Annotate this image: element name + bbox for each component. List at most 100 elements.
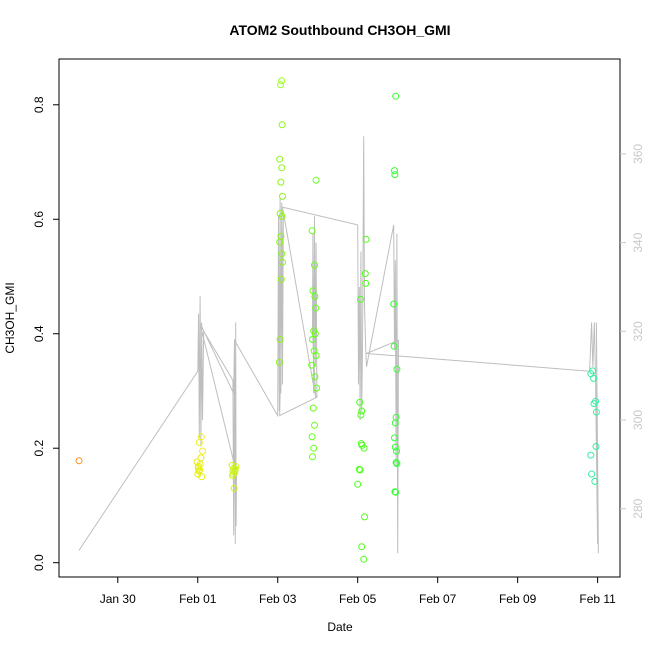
data-point <box>393 447 400 455</box>
data-point <box>391 171 399 179</box>
data-point <box>279 258 286 266</box>
y-tick-label: 0.8 <box>32 96 46 113</box>
data-point <box>588 470 596 478</box>
data-point <box>393 460 401 468</box>
data-point <box>358 407 366 415</box>
data-point <box>592 397 600 405</box>
data-point <box>312 352 320 359</box>
x-axis-label: Date <box>327 620 353 634</box>
data-point <box>199 447 206 455</box>
data-point <box>196 460 204 468</box>
y-tick-label: 0.0 <box>32 554 46 571</box>
data-point <box>276 155 284 163</box>
x-axis: Jan 30 Feb 01 Feb 03 Feb 05 Feb 07 Feb 09 Feb … <box>100 576 616 606</box>
y-axis-label: CH3OH_GMI <box>3 282 17 353</box>
y2-tick-label: 280 <box>631 498 645 518</box>
data-point <box>592 443 600 450</box>
data-point <box>311 330 319 338</box>
data-point <box>311 261 318 269</box>
data-point <box>309 404 317 412</box>
data-point <box>357 411 365 419</box>
data-point <box>356 466 364 474</box>
x-tick-label: Feb 07 <box>419 592 457 606</box>
x-tick-label: Feb 05 <box>339 592 377 606</box>
data-point <box>393 365 401 373</box>
y-axis: 0.0 0.2 0.4 0.6 0.8 <box>32 96 59 571</box>
data-point <box>392 488 400 496</box>
x-tick-label: Jan 30 <box>100 592 136 606</box>
data-point <box>392 459 400 466</box>
data-point <box>75 457 83 465</box>
data-point <box>279 192 286 200</box>
data-point <box>391 167 398 175</box>
data-point <box>360 555 368 563</box>
chart-title: ATOM2 Southbound CH3OH_GMI <box>229 22 450 38</box>
data-point <box>354 480 362 488</box>
data-point <box>194 464 202 472</box>
data-point <box>278 121 286 129</box>
data-point <box>391 419 399 427</box>
data-point <box>197 433 205 441</box>
data-point <box>356 398 364 406</box>
data-point <box>312 304 320 312</box>
y2-tick-label: 360 <box>631 144 645 164</box>
data-point <box>592 408 600 416</box>
data-point <box>312 176 320 184</box>
data-point <box>311 373 319 381</box>
y2-axis: 280 300 320 340 360 <box>620 144 645 519</box>
overlay-series-line <box>78 136 599 554</box>
data-point <box>308 361 316 369</box>
data-point <box>277 81 284 89</box>
data-point <box>232 463 240 470</box>
overlay-line-layer <box>78 136 599 554</box>
data-point <box>309 453 316 461</box>
data-point <box>361 513 368 521</box>
data-point <box>390 342 398 350</box>
x-tick-label: Feb 09 <box>499 592 537 606</box>
data-point <box>360 444 368 452</box>
data-point <box>361 270 369 278</box>
data-point <box>308 433 316 441</box>
data-point <box>276 238 284 246</box>
data-point <box>362 279 370 287</box>
data-point <box>310 444 318 452</box>
x-tick-label: Feb 11 <box>579 592 616 606</box>
data-point <box>195 467 203 475</box>
data-point <box>392 92 400 100</box>
data-point <box>590 374 598 382</box>
data-point <box>357 295 364 303</box>
data-point <box>391 434 398 442</box>
data-point <box>277 178 285 186</box>
points-layer <box>75 77 600 563</box>
data-point <box>278 212 286 220</box>
data-point <box>198 473 206 481</box>
data-point <box>197 454 205 462</box>
data-point <box>391 488 399 496</box>
data-point <box>276 336 284 343</box>
data-point <box>311 293 319 300</box>
data-point <box>275 358 283 366</box>
data-point <box>313 384 320 392</box>
plot-area <box>58 58 621 578</box>
data-point <box>229 470 237 478</box>
y2-tick-label: 320 <box>631 321 645 341</box>
data-point <box>310 347 318 355</box>
data-point <box>308 227 316 235</box>
data-point <box>358 543 366 551</box>
data-point <box>278 77 286 85</box>
y-tick-label: 0.6 <box>32 211 46 228</box>
y-tick-label: 0.2 <box>32 440 46 457</box>
x-tick-label: Feb 01 <box>179 592 217 606</box>
data-point <box>362 235 370 243</box>
data-point <box>589 367 597 375</box>
data-point <box>278 250 286 258</box>
data-point <box>591 477 599 485</box>
data-point <box>277 275 285 283</box>
data-point <box>390 300 398 308</box>
data-point <box>231 465 239 473</box>
y2-tick-label: 300 <box>631 410 645 430</box>
data-point <box>278 164 286 172</box>
data-point <box>587 451 595 459</box>
data-point <box>355 465 363 473</box>
